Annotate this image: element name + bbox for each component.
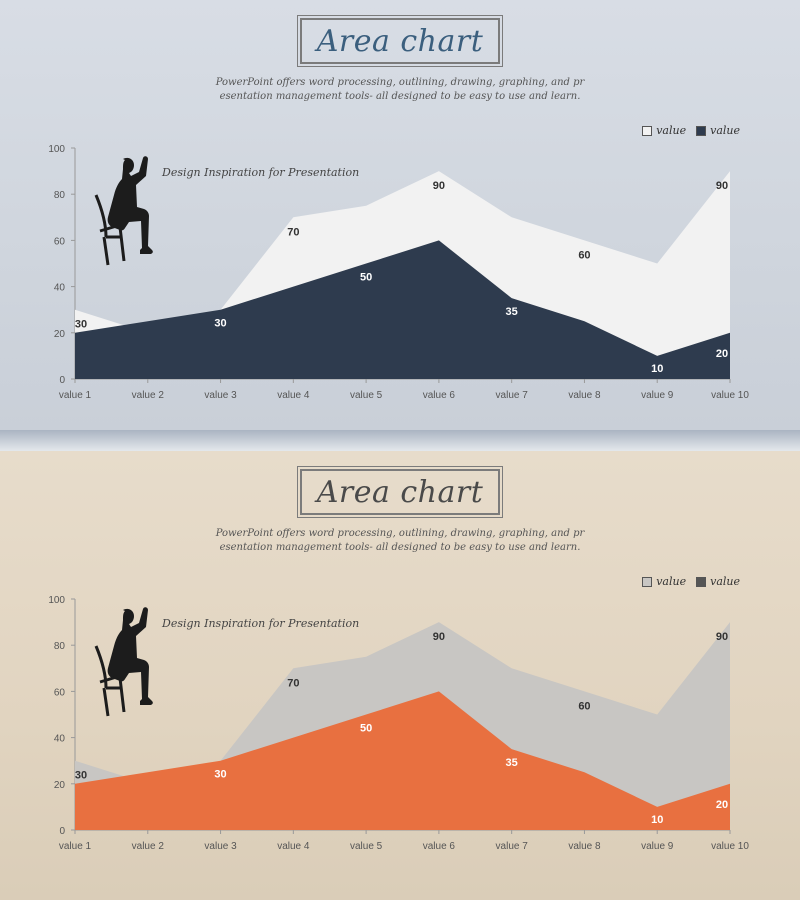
x-tick-label: value 9 bbox=[641, 841, 674, 852]
x-tick-label: value 7 bbox=[496, 841, 529, 852]
data-label-series-1: 60 bbox=[578, 700, 590, 712]
data-label-series-1: 90 bbox=[716, 180, 728, 192]
x-tick-label: value 7 bbox=[496, 390, 529, 401]
data-label-series-2: 30 bbox=[214, 318, 226, 330]
y-tick-label: 0 bbox=[59, 375, 65, 386]
x-tick-label: value 10 bbox=[711, 841, 749, 852]
x-tick-label: value 8 bbox=[568, 390, 601, 401]
subtitle-line-1: PowerPoint offers word processing, outli… bbox=[215, 528, 585, 539]
legend-label-front: value bbox=[710, 124, 740, 137]
data-label-series-2: 50 bbox=[360, 723, 372, 735]
slide-subtitle: PowerPoint offers word processing, outli… bbox=[150, 76, 650, 104]
slide-title: Area chart bbox=[316, 23, 484, 59]
chart-caption: Design Inspiration for Presentation bbox=[162, 617, 360, 630]
data-label-series-2: 30 bbox=[214, 769, 226, 781]
y-tick-label: 20 bbox=[54, 329, 66, 340]
chart-legend: value value bbox=[642, 124, 740, 137]
y-tick-label: 20 bbox=[54, 780, 66, 791]
subtitle-line-2: esentation management tools- all designe… bbox=[219, 542, 581, 553]
title-box: Area chart bbox=[297, 466, 503, 518]
slide-1: Area chart PowerPoint offers word proces… bbox=[0, 0, 800, 430]
y-tick-label: 60 bbox=[54, 687, 66, 698]
y-tick-label: 100 bbox=[48, 595, 65, 606]
subtitle-line-2: esentation management tools- all designe… bbox=[219, 91, 581, 102]
x-tick-label: value 5 bbox=[350, 841, 383, 852]
legend-swatch-back bbox=[642, 125, 653, 136]
x-tick-label: value 10 bbox=[711, 390, 749, 401]
data-label-series-2: 50 bbox=[360, 272, 372, 284]
legend-item-front: value bbox=[696, 575, 740, 588]
seated-man-silhouette-icon bbox=[94, 156, 153, 266]
x-tick-label: value 8 bbox=[568, 841, 601, 852]
x-tick-label: value 6 bbox=[423, 390, 456, 401]
seated-man-silhouette-icon bbox=[94, 607, 153, 717]
area-series-2 bbox=[75, 691, 730, 830]
data-label-series-2: 10 bbox=[651, 363, 663, 375]
chart-caption: Design Inspiration for Presentation bbox=[162, 166, 360, 179]
data-label-series-2: 20 bbox=[716, 799, 728, 811]
legend-swatch-front bbox=[696, 125, 707, 136]
area-chart-2: 0 20 40 60 80 100 value 1 value 2 value 3 value 4… bbox=[48, 595, 749, 852]
legend-label-front: value bbox=[710, 575, 740, 588]
data-label-series-1: 90 bbox=[433, 631, 445, 643]
title-box: Area chart bbox=[297, 15, 503, 67]
x-tick-label: value 5 bbox=[350, 390, 383, 401]
y-tick-label: 80 bbox=[54, 641, 66, 652]
slide-subtitle: PowerPoint offers word processing, outli… bbox=[150, 527, 650, 555]
data-label-series-1: 70 bbox=[287, 677, 299, 689]
subtitle-line-1: PowerPoint offers word processing, outli… bbox=[215, 77, 585, 88]
slide-divider bbox=[0, 430, 800, 451]
y-tick-label: 100 bbox=[48, 144, 65, 155]
y-tick-label: 0 bbox=[59, 826, 65, 837]
x-tick-label: value 4 bbox=[277, 841, 310, 852]
area-chart-1: 0 20 40 60 80 100 value 1 value 2 value 3 value 4… bbox=[48, 144, 749, 401]
data-label-series-1: 90 bbox=[716, 631, 728, 643]
data-label-series-2: 10 bbox=[651, 814, 663, 826]
x-tick-label: value 1 bbox=[59, 841, 92, 852]
data-label-series-1: 70 bbox=[287, 226, 299, 238]
data-label-series-1: 30 bbox=[75, 770, 87, 782]
data-label-series-1: 90 bbox=[433, 180, 445, 192]
y-tick-label: 60 bbox=[54, 236, 66, 247]
x-tick-label: value 9 bbox=[641, 390, 674, 401]
slide-title: Area chart bbox=[316, 474, 484, 510]
legend-item-front: value bbox=[696, 124, 740, 137]
area-series-2 bbox=[75, 240, 730, 379]
slide-2: Area chart PowerPoint offers word proces… bbox=[0, 451, 800, 900]
data-label-series-2: 35 bbox=[506, 757, 518, 769]
chart-legend: value value bbox=[642, 575, 740, 588]
x-tick-label: value 3 bbox=[204, 841, 237, 852]
x-tick-label: value 1 bbox=[59, 390, 92, 401]
x-tick-label: value 2 bbox=[132, 841, 165, 852]
legend-label-back: value bbox=[656, 575, 687, 588]
legend-label-back: value bbox=[656, 124, 687, 137]
x-tick-label: value 6 bbox=[423, 841, 456, 852]
y-tick-label: 40 bbox=[54, 734, 66, 745]
legend-item-back: value bbox=[642, 575, 686, 588]
data-label-series-2: 35 bbox=[506, 306, 518, 318]
legend-swatch-front bbox=[696, 576, 707, 587]
y-tick-label: 80 bbox=[54, 190, 66, 201]
data-label-series-1: 30 bbox=[75, 319, 87, 331]
x-tick-label: value 4 bbox=[277, 390, 310, 401]
x-tick-label: value 3 bbox=[204, 390, 237, 401]
data-label-series-2: 20 bbox=[716, 348, 728, 360]
x-tick-label: value 2 bbox=[132, 390, 165, 401]
data-label-series-1: 60 bbox=[578, 249, 590, 261]
y-tick-label: 40 bbox=[54, 283, 66, 294]
legend-swatch-back bbox=[642, 576, 653, 587]
legend-item-back: value bbox=[642, 124, 686, 137]
